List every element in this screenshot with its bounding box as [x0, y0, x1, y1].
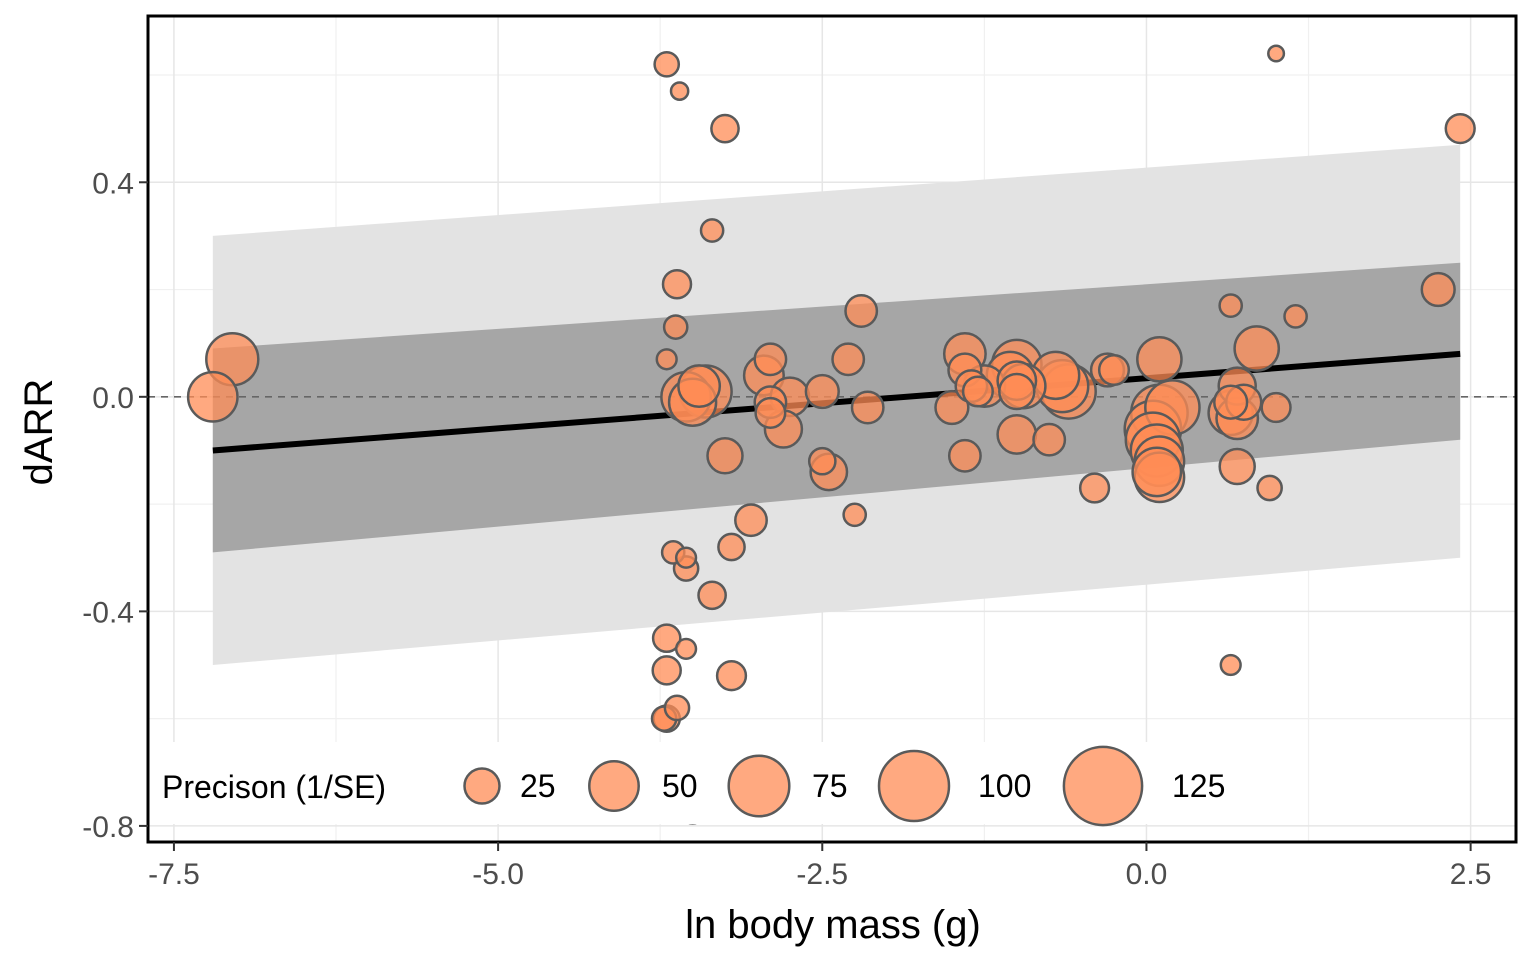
x-axis-title: ln body mass (g)	[685, 903, 981, 947]
x-tick-label: -7.5	[148, 858, 200, 891]
data-point	[1218, 293, 1244, 318]
data-point	[753, 342, 788, 377]
data-point	[1219, 653, 1242, 677]
data-point	[1218, 447, 1256, 486]
data-point	[961, 375, 994, 408]
data-point	[706, 437, 744, 475]
data-point	[996, 413, 1038, 455]
data-point	[734, 503, 768, 538]
data-point	[1136, 335, 1183, 383]
legend-title: Precison (1/SE)	[162, 769, 386, 805]
data-point	[669, 81, 690, 101]
legend-key-125	[1062, 745, 1144, 827]
data-point	[655, 348, 678, 371]
confidence-interval-band	[212, 262, 1461, 553]
data-point	[1444, 112, 1476, 145]
data-point	[715, 660, 748, 692]
data-point	[699, 218, 725, 243]
data-point	[1267, 44, 1286, 63]
data-point	[850, 390, 885, 425]
y-tick-label: 0.4	[92, 167, 134, 200]
legend-label-100: 100	[978, 768, 1031, 804]
x-tick-label: -5.0	[472, 858, 524, 891]
legend-label-50: 50	[662, 768, 698, 804]
data-point	[1283, 304, 1308, 329]
data-point	[662, 314, 689, 340]
panel-border	[146, 14, 1518, 844]
data-point	[934, 389, 970, 426]
x-axis-ticks: -7.5 -5.0 -2.5 0.0 2.5	[148, 842, 1491, 891]
data-point	[661, 268, 693, 300]
data-point	[186, 370, 239, 423]
data-point	[1260, 391, 1292, 424]
data-point	[674, 546, 698, 569]
legend-key-75	[727, 754, 791, 818]
y-tick-label: 0.0	[92, 382, 134, 415]
data-point	[1032, 422, 1067, 457]
y-tick-label: -0.8	[82, 811, 134, 844]
data-points	[186, 44, 1476, 825]
x-tick-label: -2.5	[796, 858, 848, 891]
legend-background	[152, 742, 1242, 824]
legend: Precison (1/SE) 25 50 75 100 125	[152, 742, 1242, 827]
data-point	[677, 364, 722, 409]
data-point	[842, 502, 868, 528]
x-tick-label: 0.0	[1126, 858, 1168, 891]
data-point	[1131, 446, 1183, 498]
data-point	[1078, 472, 1111, 504]
data-point	[674, 637, 698, 661]
legend-label-125: 125	[1172, 768, 1225, 804]
data-point	[754, 396, 787, 429]
data-point	[844, 294, 879, 328]
legend-label-75: 75	[812, 768, 848, 804]
data-point	[831, 342, 866, 377]
data-point	[998, 372, 1036, 411]
legend-label-25: 25	[520, 768, 556, 804]
data-point	[1256, 474, 1283, 502]
legend-key-50	[588, 760, 640, 812]
data-point	[947, 438, 982, 473]
legend-key-100	[877, 749, 951, 823]
data-point	[651, 623, 682, 654]
data-point	[1097, 353, 1131, 387]
data-point	[1233, 325, 1281, 372]
plot-panel-border	[146, 14, 1518, 844]
y-axis-ticks: -0.8 -0.4 0.0 0.4	[82, 167, 148, 844]
y-axis-title: dARR	[17, 379, 61, 486]
data-point	[1213, 384, 1249, 420]
data-point	[653, 50, 681, 78]
legend-key-25	[463, 767, 501, 805]
data-point	[651, 655, 682, 686]
data-point	[1420, 271, 1456, 308]
y-tick-label: -0.4	[82, 596, 134, 629]
data-point	[697, 580, 727, 611]
data-point	[804, 373, 840, 410]
data-point	[717, 532, 746, 562]
x-tick-label: 2.5	[1450, 858, 1492, 891]
data-point	[807, 446, 837, 476]
data-point	[663, 694, 691, 722]
data-point	[710, 113, 740, 144]
